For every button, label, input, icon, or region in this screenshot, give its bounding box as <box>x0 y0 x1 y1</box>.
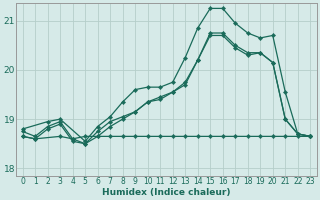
X-axis label: Humidex (Indice chaleur): Humidex (Indice chaleur) <box>102 188 231 197</box>
